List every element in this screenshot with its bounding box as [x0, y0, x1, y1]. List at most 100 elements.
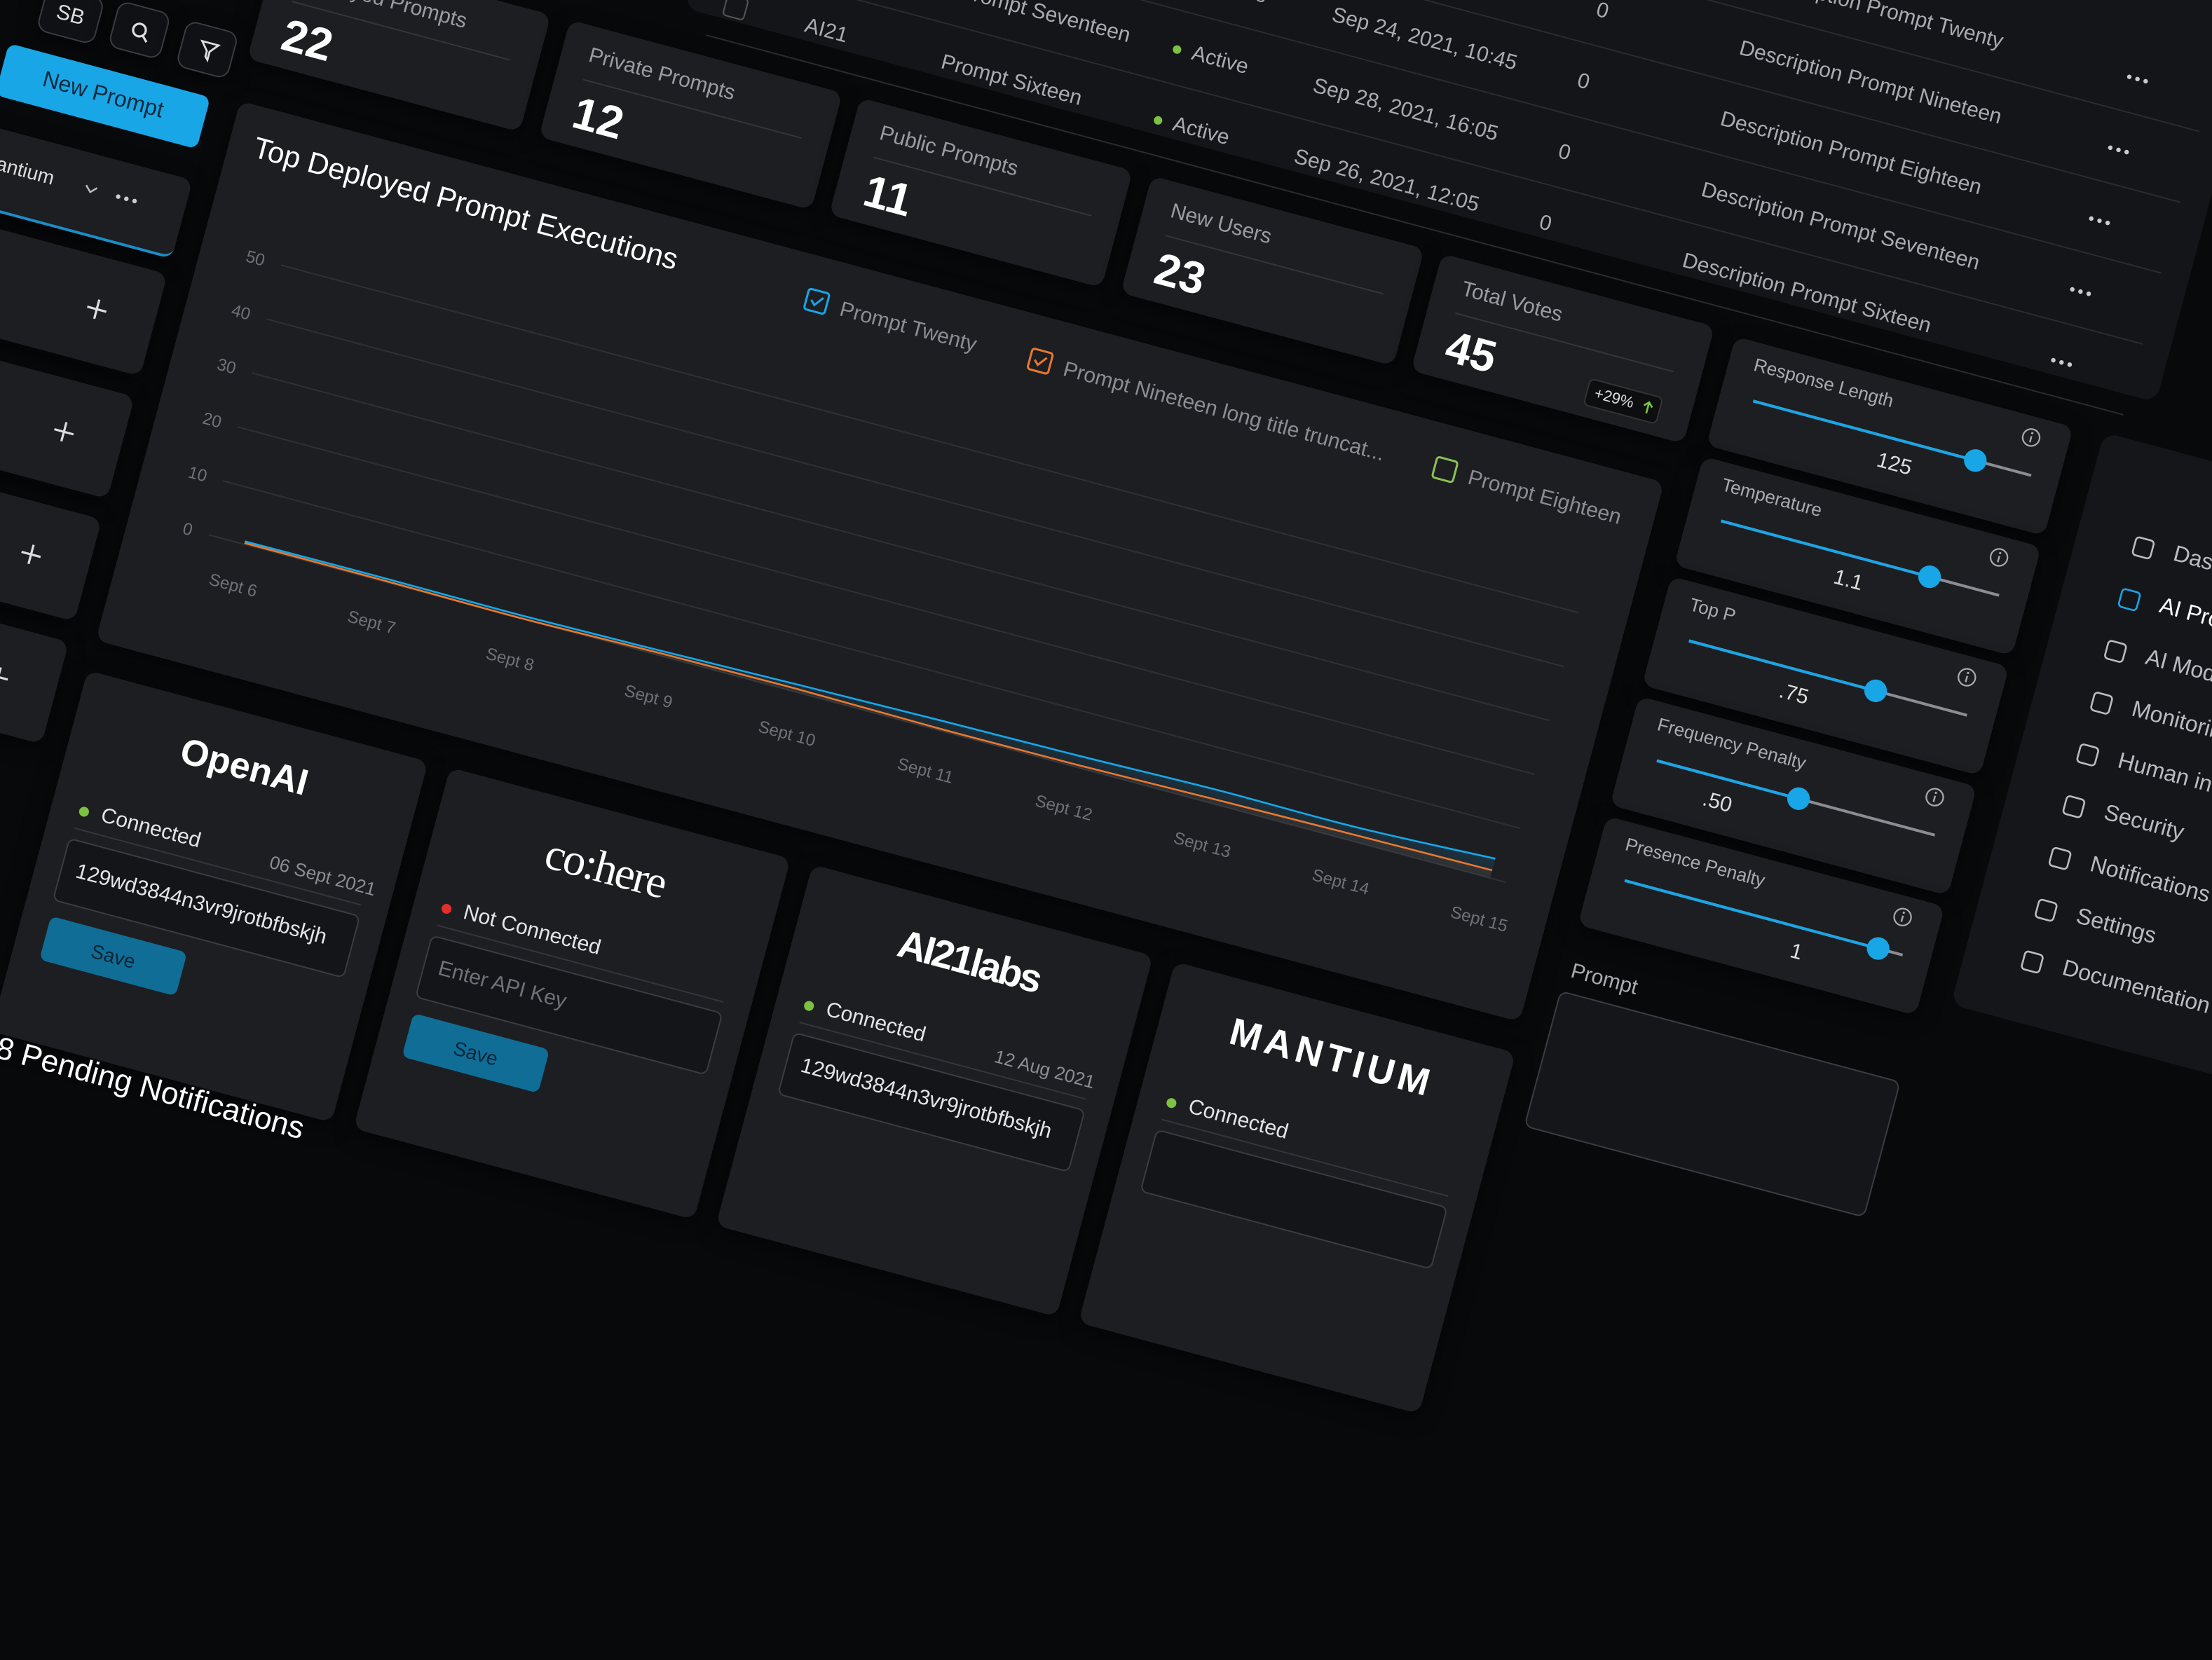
parameter-card: Temperature 1.1	[1674, 456, 2042, 656]
more-button[interactable]	[2069, 286, 2092, 297]
more-button[interactable]	[2126, 74, 2149, 85]
status-dot	[803, 999, 815, 1013]
slider-knob[interactable]	[1916, 563, 1944, 591]
integration-card: AI21labs Connected 12 Aug 2021 129wd3844n3v…	[716, 864, 1154, 1317]
stat-card: New Users 23	[1119, 175, 1424, 366]
x-tick-label: Sept 12	[1033, 791, 1094, 825]
y-tick-label: 30	[215, 355, 238, 378]
x-tick-label: Sept 10	[756, 718, 817, 751]
legend-check	[1034, 357, 1048, 366]
nav-icon	[2117, 588, 2141, 611]
parameter-card: Frequency Penalty .50	[1609, 696, 1977, 896]
x-tick-label: Sept 7	[346, 608, 397, 638]
slider-knob[interactable]	[1864, 934, 1892, 963]
stat-card: Deployed Prompts22	[247, 0, 552, 132]
stat-label: New Users	[1168, 199, 1274, 249]
slider-knob[interactable]	[1861, 676, 1890, 705]
stat-value: 11	[858, 165, 918, 226]
grid-line	[252, 372, 1550, 722]
y-tick-label: 10	[186, 463, 209, 486]
x-tick-label: Sept 8	[484, 644, 535, 675]
nav-icon	[2076, 743, 2099, 767]
integration-date: 12 Aug 2021	[992, 1045, 1098, 1093]
more-button[interactable]	[2088, 215, 2111, 226]
series-line	[244, 542, 1493, 872]
status-dot	[1165, 1097, 1178, 1109]
parameter-card: Presence Penalty 1	[1578, 816, 1945, 1016]
info-icon[interactable]	[1955, 665, 1979, 690]
info-icon[interactable]	[1890, 905, 1915, 929]
series-area	[244, 542, 1493, 879]
add-card	[0, 552, 69, 744]
more-button[interactable]	[2050, 357, 2073, 368]
workspace-select[interactable]: Mantium	[0, 147, 57, 189]
up-arrow	[1643, 401, 1653, 414]
series-line	[245, 540, 1496, 860]
parameter-label: Temperature	[1719, 474, 1824, 521]
api-key-input[interactable]: 129wd3844n3vr9jrotbfbskjh	[777, 1031, 1086, 1173]
y-tick-label: 20	[200, 409, 224, 432]
slider-knob[interactable]	[1784, 785, 1812, 813]
initials-button[interactable]: SB	[36, 0, 106, 46]
integration-card: co:here Not Connected Enter API Key Save	[353, 767, 791, 1220]
info-icon[interactable]	[1923, 785, 1947, 809]
add-button[interactable]	[52, 420, 76, 444]
integration-date: 06 Sept 2021	[267, 851, 378, 900]
legend-checkbox[interactable]	[1027, 348, 1054, 375]
more-button[interactable]	[115, 193, 138, 205]
status-dot	[440, 903, 453, 915]
add-button[interactable]	[85, 297, 109, 322]
nav-icon	[2062, 795, 2086, 818]
legend-checkbox[interactable]	[1431, 456, 1459, 483]
stat-label: Total Votes	[1459, 277, 1566, 327]
grid-line	[237, 426, 1536, 776]
y-tick-label: 50	[244, 247, 267, 270]
grid-line	[280, 264, 1578, 614]
add-button[interactable]	[19, 542, 43, 567]
nav-icon	[2048, 846, 2072, 870]
parameter-label: Response Length	[1752, 354, 1897, 412]
info-icon[interactable]	[2019, 425, 2044, 450]
x-tick-label: Sept 15	[1449, 903, 1510, 936]
add-card	[0, 184, 168, 377]
workspace-panel: Mantium	[0, 97, 193, 259]
legend-label: Prompt Twenty	[838, 298, 980, 357]
parameter-card: Top P .75	[1641, 576, 2009, 776]
stat-card: Public Prompts 11	[828, 97, 1133, 288]
nav-icon	[2104, 640, 2127, 663]
x-tick-label: Sept 6	[207, 570, 259, 601]
api-key-input[interactable]	[1140, 1129, 1449, 1270]
nav-icon	[2021, 950, 2044, 974]
chevron-icon	[85, 184, 98, 193]
parameter-card: Response Length 125	[1706, 336, 2074, 536]
status-dot	[78, 805, 90, 818]
filter-button[interactable]	[175, 19, 240, 80]
filter-icon	[200, 39, 221, 63]
info-icon[interactable]	[1987, 545, 2012, 570]
parameter-label: Presence Penalty	[1623, 833, 1768, 891]
add-button[interactable]	[0, 665, 11, 690]
x-tick-label: Sept 11	[895, 755, 955, 788]
y-tick-label: 40	[229, 301, 252, 324]
slider-knob[interactable]	[1961, 446, 1990, 475]
parameter-value: 1	[1787, 939, 1805, 966]
more-button[interactable]	[2107, 144, 2130, 156]
stat-badge: +29%	[1583, 378, 1664, 425]
x-tick-label: Sept 14	[1310, 865, 1371, 899]
x-tick-label: Sept 9	[622, 681, 674, 712]
legend-check	[810, 297, 824, 307]
parameter-value: .50	[1700, 787, 1735, 818]
prompt-label: Prompt	[1568, 959, 1641, 1000]
legend-label: Prompt Nineteen long title truncat...	[1060, 357, 1387, 465]
add-card	[0, 430, 102, 622]
badge-text: +29%	[1592, 385, 1636, 413]
integration-status: Connected	[1185, 1095, 1291, 1145]
stat-card: Total Votes 45 +29%	[1410, 253, 1715, 444]
legend-label: Prompt Eighteen	[1466, 466, 1624, 529]
search-button[interactable]	[107, 0, 172, 60]
legend-checkbox[interactable]	[803, 287, 831, 315]
stat-card: Private Prompts 12	[538, 20, 842, 210]
search-icon	[132, 22, 148, 43]
x-tick-label: Sept 13	[1171, 828, 1232, 862]
